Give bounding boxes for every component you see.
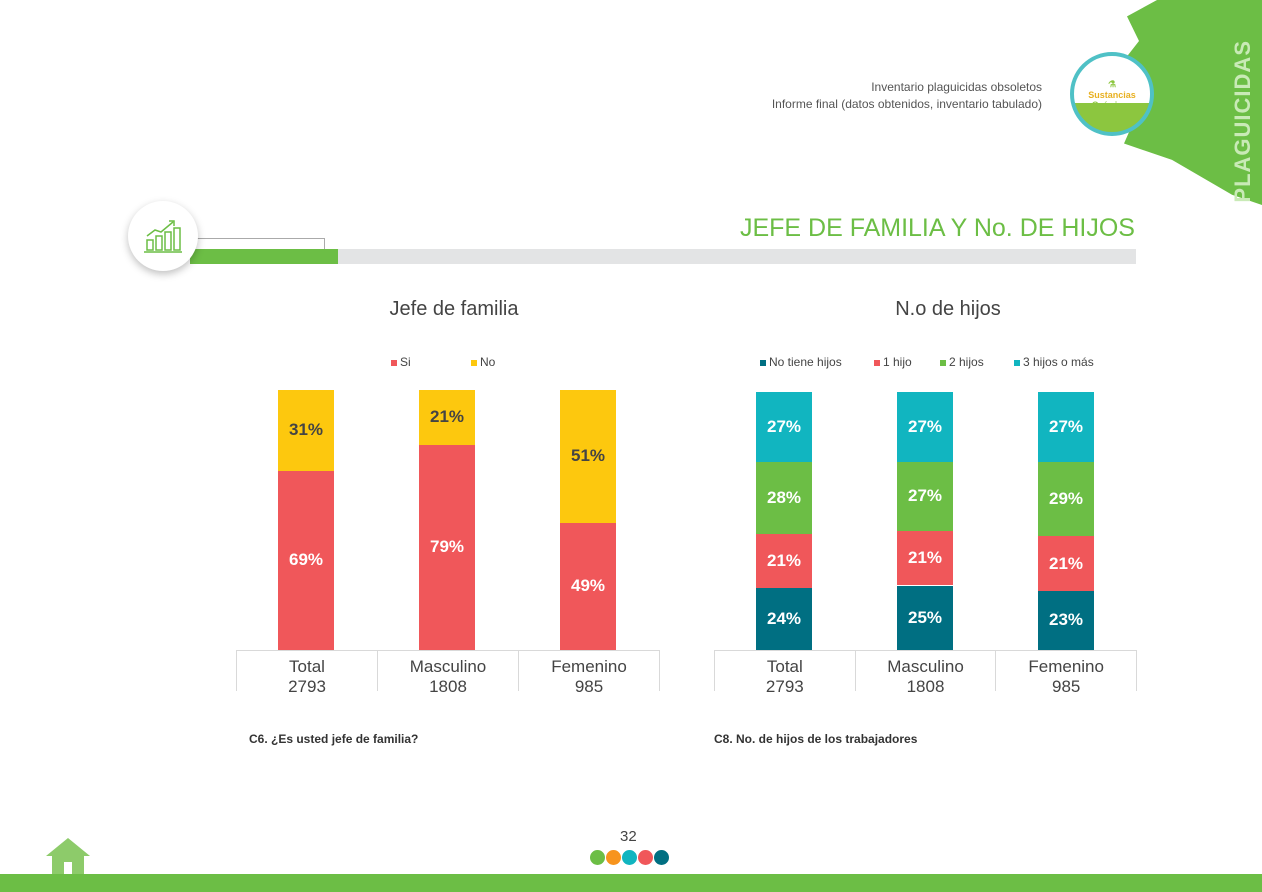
hijos-bar-segment: 24% [756,588,812,650]
chart-growth-icon [128,201,198,271]
hijos-bar-segment: 27% [756,392,812,462]
jefe-bar-segment: 51% [560,390,616,523]
hijos-legend-label: 2 hijos [949,355,984,369]
hijos-legend-label: No tiene hijos [769,355,842,369]
hijos-bar-segment: 27% [897,392,953,462]
hijos-bar-segment: 21% [1038,536,1094,591]
hijos-legend-swatch [874,360,880,366]
hijos-legend-swatch [760,360,766,366]
hijos-bar-segment: 21% [756,533,812,589]
jefe-legend-swatch [471,360,477,366]
page-number: 32 [620,828,637,845]
jefe-legend-swatch [391,360,397,366]
hijos-category-name: Femenino [1028,657,1104,676]
hijos-category-name: Total [766,657,803,676]
hijos-x-axis: Total 2793 Masculino 1808 Femenino 985 [714,650,1137,696]
hijos-legend-swatch [940,360,946,366]
section-title: JEFE DE FAMILIA Y No. DE HIJOS [739,214,1135,242]
jefe-category-name: Femenino [551,657,627,676]
jefe-caption: C6. ¿Es usted jefe de familia? [249,732,419,746]
home-icon[interactable] [44,836,92,881]
jefe-x-tick-label: Femenino 985 [519,651,659,696]
jefe-legend-label: No [480,355,496,369]
color-dots [590,850,670,865]
hijos-bar-segment: 29% [1038,461,1094,537]
jefe-legend-label: Si [400,355,411,369]
hijos-x-tick-label: Masculino 1808 [856,651,997,696]
hijos-caption: C8. No. de hijos de los trabajadores [714,732,918,746]
jefe-legend-item: No [471,355,495,369]
hijos-legend-item: 3 hijos o más [1014,355,1094,369]
hijos-category-name: Masculino [887,657,964,676]
side-label: PLAGUICIDAS [1230,40,1255,203]
connector-line [194,238,325,249]
hijos-bar-segment: 27% [1038,392,1094,462]
jefe-x-tick-label: Masculino 1808 [378,651,519,696]
jefe-bar-segment: 21% [419,390,475,445]
hijos-legend-swatch [1014,360,1020,366]
hijos-bar-segment: 28% [756,461,812,534]
title-underline-accent [190,249,338,264]
jefe-category-count: 1808 [429,677,467,696]
hijos-bar-segment: 25% [897,585,953,650]
jefe-bar-segment: 79% [419,444,475,650]
sustancias-quimicas-logo: ⚗ Sustancias Químicas [1070,52,1154,136]
jefe-category-name: Total [289,657,325,676]
hijos-x-tick-label: Femenino 985 [996,651,1136,696]
hijos-category-count: 985 [1051,677,1081,696]
jefe-bar-segment: 31% [278,390,334,471]
jefe-x-tick-label: Total 2793 [237,651,378,696]
header-text: Inventario plaguicidas obsoletos Informe… [772,79,1042,113]
hijos-legend-item: 1 hijo [874,355,912,369]
hijos-category-count: 1808 [906,677,945,696]
hijos-category-count: 2793 [765,677,804,696]
header-line-2: Informe final (datos obtenidos, inventar… [771,97,1042,111]
title-underline [190,249,1136,264]
hijos-bar-segment: 21% [897,531,953,586]
hijos-legend-label: 3 hijos o más [1023,355,1094,369]
jefe-category-name: Masculino [409,657,487,676]
header-line-1: Inventario plaguicidas obsoletos [871,80,1042,94]
hijos-chart-title: N.o de hijos [895,298,1001,320]
jefe-category-count: 985 [574,677,604,696]
jefe-bar-segment: 69% [278,470,334,650]
hijos-bar-segment: 23% [1038,590,1094,650]
hijos-x-tick-label: Total 2793 [715,651,856,696]
hijos-legend-item: 2 hijos [940,355,984,369]
hijos-bar-segment: 27% [897,461,953,532]
hijos-legend-label: 1 hijo [883,355,912,369]
hijos-legend-item: No tiene hijos [760,355,842,369]
jefe-bar-segment: 49% [560,522,616,650]
footer-bar [0,874,1262,892]
jefe-category-count: 2793 [288,677,326,696]
jefe-x-axis: Total 2793 Masculino 1808 Femenino 985 [236,650,660,696]
jefe-legend-item: Si [391,355,411,369]
jefe-chart-title: Jefe de familia [389,298,519,320]
